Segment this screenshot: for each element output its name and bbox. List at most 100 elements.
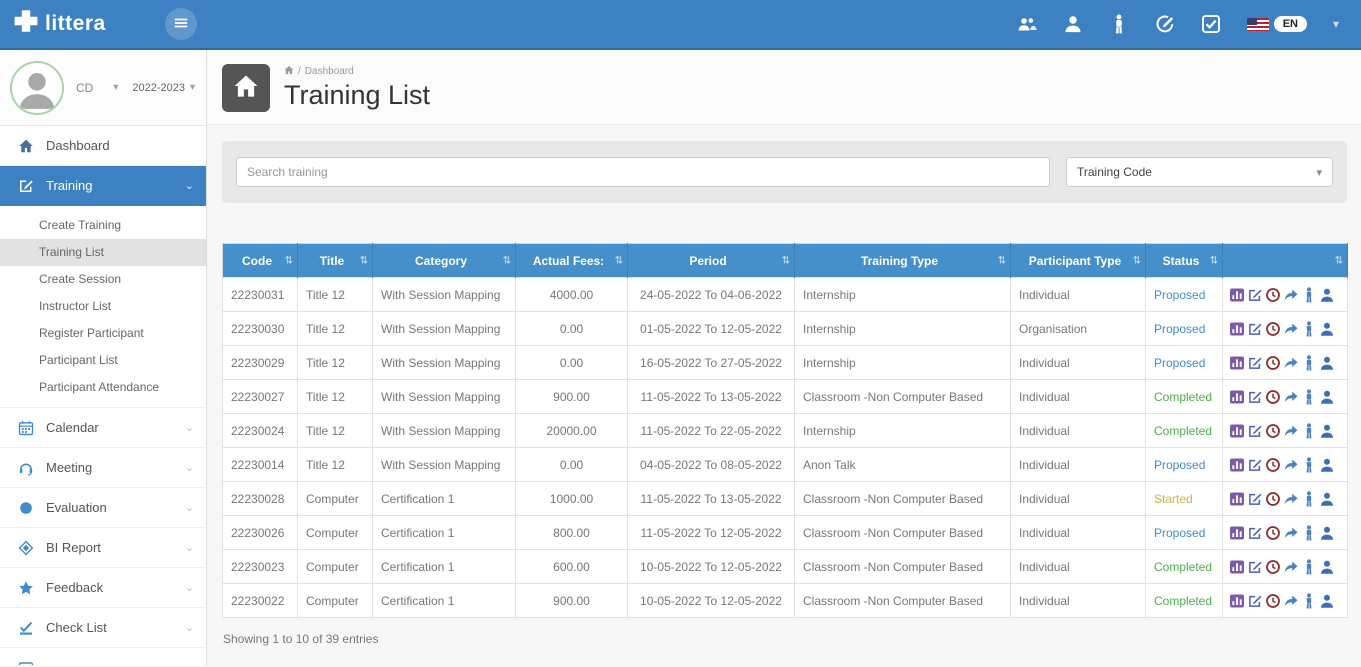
- chart-icon[interactable]: [1229, 457, 1245, 473]
- share-icon[interactable]: [1283, 423, 1299, 439]
- chart-icon[interactable]: [1229, 287, 1245, 303]
- column-header-status[interactable]: Status⇅: [1146, 244, 1223, 278]
- chart-icon[interactable]: [1229, 593, 1245, 609]
- sidebar-item-evaluation[interactable]: Evaluation⌄: [0, 488, 206, 528]
- app-logo[interactable]: littera: [14, 9, 106, 39]
- clock-icon[interactable]: [1265, 287, 1281, 303]
- clock-icon[interactable]: [1265, 423, 1281, 439]
- participant-icon[interactable]: [1319, 321, 1335, 337]
- row-person-standing-icon[interactable]: [1301, 457, 1317, 473]
- row-person-standing-icon[interactable]: [1301, 355, 1317, 371]
- row-edit-icon[interactable]: [1247, 423, 1263, 439]
- chart-icon[interactable]: [1229, 559, 1245, 575]
- chart-icon[interactable]: [1229, 389, 1245, 405]
- participant-icon[interactable]: [1319, 423, 1335, 439]
- sort-icon[interactable]: ⇅: [782, 255, 790, 266]
- sort-icon[interactable]: ⇅: [503, 255, 511, 266]
- row-person-standing-icon[interactable]: [1301, 389, 1317, 405]
- row-person-standing-icon[interactable]: [1301, 491, 1317, 507]
- row-edit-icon[interactable]: [1247, 321, 1263, 337]
- person-standing-icon[interactable]: [1109, 14, 1129, 34]
- chart-icon[interactable]: [1229, 491, 1245, 507]
- clock-icon[interactable]: [1265, 355, 1281, 371]
- sidebar-item-feedback[interactable]: Feedback⌄: [0, 568, 206, 608]
- sort-icon[interactable]: ⇅: [360, 255, 368, 266]
- row-edit-icon[interactable]: [1247, 287, 1263, 303]
- column-header-training-type[interactable]: Training Type⇅: [795, 244, 1011, 278]
- users-group-icon[interactable]: [1017, 14, 1037, 34]
- participant-icon[interactable]: [1319, 287, 1335, 303]
- clock-icon[interactable]: [1265, 457, 1281, 473]
- share-icon[interactable]: [1283, 491, 1299, 507]
- row-edit-icon[interactable]: [1247, 491, 1263, 507]
- share-icon[interactable]: [1283, 525, 1299, 541]
- share-icon[interactable]: [1283, 593, 1299, 609]
- row-edit-icon[interactable]: [1247, 457, 1263, 473]
- check-square-icon[interactable]: [1201, 14, 1221, 34]
- row-edit-icon[interactable]: [1247, 355, 1263, 371]
- share-icon[interactable]: [1283, 389, 1299, 405]
- profile-chevron-down-icon[interactable]: ▾: [113, 82, 118, 93]
- participant-icon[interactable]: [1319, 559, 1335, 575]
- avatar[interactable]: [10, 61, 64, 115]
- sort-icon[interactable]: ⇅: [615, 255, 623, 266]
- sidebar-item-check-list[interactable]: Check List⌄: [0, 608, 206, 648]
- column-header-actions[interactable]: ⇅: [1223, 244, 1348, 278]
- sidebar-item-bi-report[interactable]: BI Report⌄: [0, 528, 206, 568]
- participant-icon[interactable]: [1319, 593, 1335, 609]
- column-header-actual-fees[interactable]: Actual Fees:⇅: [516, 244, 628, 278]
- sort-icon[interactable]: ⇅: [1210, 255, 1218, 266]
- participant-icon[interactable]: [1319, 457, 1335, 473]
- chart-icon[interactable]: [1229, 355, 1245, 371]
- row-person-standing-icon[interactable]: [1301, 423, 1317, 439]
- participant-icon[interactable]: [1319, 389, 1335, 405]
- column-header-category[interactable]: Category⇅: [373, 244, 516, 278]
- participant-icon[interactable]: [1319, 525, 1335, 541]
- sidebar-item-meeting[interactable]: Meeting⌄: [0, 448, 206, 488]
- share-icon[interactable]: [1283, 559, 1299, 575]
- row-person-standing-icon[interactable]: [1301, 321, 1317, 337]
- column-header-participant-type[interactable]: Participant Type⇅: [1011, 244, 1146, 278]
- participant-icon[interactable]: [1319, 491, 1335, 507]
- row-person-standing-icon[interactable]: [1301, 287, 1317, 303]
- participant-icon[interactable]: [1319, 355, 1335, 371]
- chart-icon[interactable]: [1229, 525, 1245, 541]
- clock-icon[interactable]: [1265, 525, 1281, 541]
- sidebar-item-calendar[interactable]: Calendar⌄: [0, 408, 206, 448]
- column-header-title[interactable]: Title⇅: [298, 244, 373, 278]
- sidebar-subitem-create-session[interactable]: Create Session: [0, 266, 206, 293]
- clock-icon[interactable]: [1265, 593, 1281, 609]
- chart-icon[interactable]: [1229, 423, 1245, 439]
- row-edit-icon[interactable]: [1247, 389, 1263, 405]
- row-person-standing-icon[interactable]: [1301, 593, 1317, 609]
- language-switcher[interactable]: EN: [1247, 16, 1307, 32]
- sidebar-subitem-training-list[interactable]: Training List: [0, 239, 206, 266]
- topbar-dropdown-caret-icon[interactable]: ▾: [1333, 17, 1339, 31]
- sort-icon[interactable]: ⇅: [998, 255, 1006, 266]
- sidebar-subitem-create-training[interactable]: Create Training: [0, 212, 206, 239]
- user-icon[interactable]: [1063, 14, 1083, 34]
- breadcrumb-home-icon[interactable]: [284, 65, 294, 78]
- sidebar-subitem-participant-list[interactable]: Participant List: [0, 347, 206, 374]
- breadcrumb-item[interactable]: Dashboard: [305, 66, 354, 77]
- sidebar-toggle-button[interactable]: [165, 8, 197, 40]
- sidebar-item-training[interactable]: Training⌄: [0, 166, 206, 206]
- clock-icon[interactable]: [1265, 559, 1281, 575]
- share-icon[interactable]: [1283, 457, 1299, 473]
- sort-icon[interactable]: ⇅: [1335, 255, 1343, 266]
- sidebar-subitem-instructor-list[interactable]: Instructor List: [0, 293, 206, 320]
- share-icon[interactable]: [1283, 321, 1299, 337]
- clock-icon[interactable]: [1265, 389, 1281, 405]
- sort-icon[interactable]: ⇅: [1133, 255, 1141, 266]
- clock-icon[interactable]: [1265, 321, 1281, 337]
- row-edit-icon[interactable]: [1247, 559, 1263, 575]
- row-person-standing-icon[interactable]: [1301, 525, 1317, 541]
- row-person-standing-icon[interactable]: [1301, 559, 1317, 575]
- season-selector[interactable]: 2022-2023 ▾: [132, 82, 195, 94]
- sidebar-subitem-participant-attendance[interactable]: Participant Attendance: [0, 374, 206, 401]
- share-icon[interactable]: [1283, 287, 1299, 303]
- column-header-period[interactable]: Period⇅: [628, 244, 795, 278]
- sidebar-item-item[interactable]: [0, 648, 206, 665]
- sort-icon[interactable]: ⇅: [285, 255, 293, 266]
- search-input[interactable]: [236, 157, 1050, 187]
